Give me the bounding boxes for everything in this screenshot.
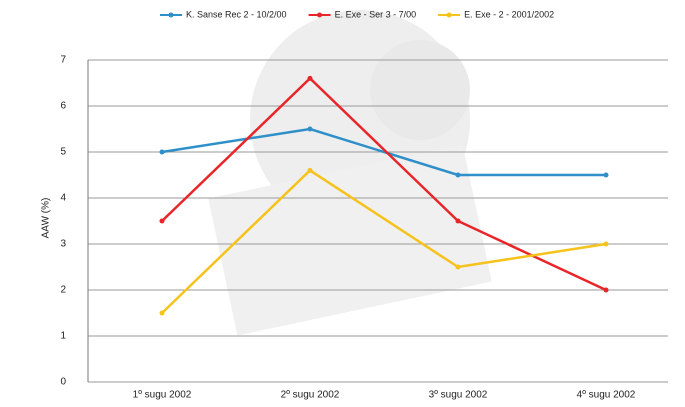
y-tick-label: 7 [60,55,66,66]
point [455,218,461,224]
y-tick-label: 2 [60,285,66,296]
legend-label: K. Sanse Rec 2 - 10/2/00 [186,9,287,19]
point [159,218,165,224]
point [603,241,609,247]
point [455,172,461,178]
legend-marker [446,12,452,18]
x-tick-label: 2º sugu 2002 [281,390,340,401]
series-line [161,168,607,314]
series-line [161,127,606,177]
point [159,310,165,316]
point [603,287,609,293]
legend-label: E. Exe - Ser 3 - 7/00 [335,9,417,19]
point [307,75,313,81]
point [455,264,461,270]
x-tick-label: 1º sugu 2002 [133,390,192,401]
point [307,126,313,132]
y-tick-label: 0 [60,377,66,388]
legend-marker [168,12,174,18]
point [307,167,313,173]
legend-label: E. Exe - 2 - 2001/2002 [464,9,554,19]
y-tick-label: 5 [60,147,66,158]
legend-marker [317,12,323,18]
y-axis-label: AAW (%) [41,198,52,239]
y-tick-label: 6 [60,101,66,112]
point [603,172,609,178]
y-tick-label: 4 [60,193,66,204]
y-tick-label: 3 [60,239,66,250]
y-tick-label: 1 [60,331,66,342]
x-tick-label: 3º sugu 2002 [429,390,488,401]
x-tick-label: 4º sugu 2002 [577,390,636,401]
point [159,149,165,155]
